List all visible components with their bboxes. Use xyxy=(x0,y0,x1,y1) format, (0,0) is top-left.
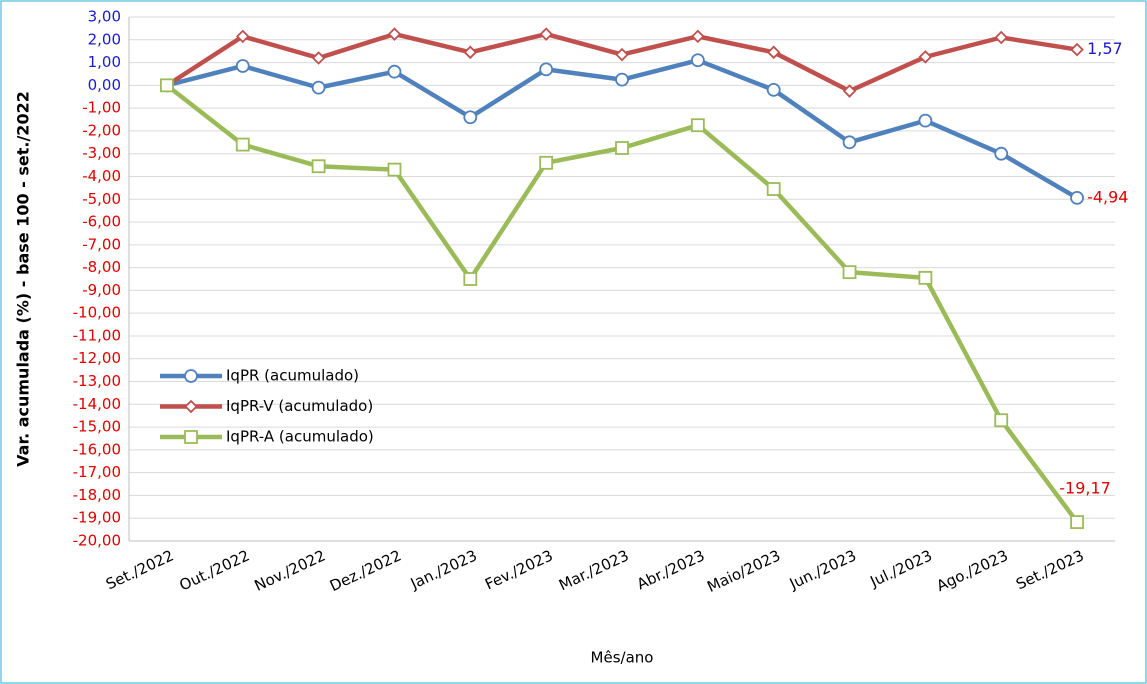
y-tick-label: -15,00 xyxy=(73,418,121,436)
y-tick-label: -6,00 xyxy=(82,213,121,231)
marker xyxy=(235,59,250,73)
y-tick-label: -1,00 xyxy=(82,99,121,117)
marker xyxy=(311,51,326,65)
y-tick-label: -10,00 xyxy=(73,304,121,322)
marker xyxy=(539,62,554,77)
marker xyxy=(311,80,326,95)
y-tick-label: -19,00 xyxy=(73,509,121,527)
y-tick-label: -16,00 xyxy=(73,440,121,458)
marker xyxy=(766,182,781,196)
marker xyxy=(766,83,781,97)
marker xyxy=(387,162,402,177)
y-tick-label: -7,00 xyxy=(82,235,121,253)
marker xyxy=(842,135,857,150)
y-tick-label: -17,00 xyxy=(73,463,121,481)
y-tick-label: 0,00 xyxy=(88,76,121,94)
y-tick-label: -11,00 xyxy=(73,326,121,344)
marker xyxy=(235,29,250,44)
marker xyxy=(615,72,629,87)
marker xyxy=(994,146,1009,161)
y-tick-label: -2,00 xyxy=(82,121,121,139)
y-tick-label: -14,00 xyxy=(73,395,121,413)
marker xyxy=(994,30,1009,45)
marker xyxy=(311,159,326,174)
marker xyxy=(184,430,198,444)
marker xyxy=(1070,515,1084,529)
y-tick-label: 1,00 xyxy=(88,53,121,71)
marker xyxy=(918,270,933,285)
y-tick-label: -18,00 xyxy=(73,486,121,504)
marker xyxy=(539,155,554,170)
marker xyxy=(918,50,933,64)
y-tick-label: -3,00 xyxy=(82,144,121,162)
legend-label: IqPR-A (acumulado) xyxy=(226,428,374,446)
marker xyxy=(160,78,174,93)
marker xyxy=(994,413,1009,428)
marker xyxy=(691,29,705,44)
y-tick-label: 3,00 xyxy=(88,8,121,26)
marker xyxy=(918,113,933,128)
legend-label: IqPR (acumulado) xyxy=(226,367,359,385)
marker xyxy=(387,64,402,79)
marker xyxy=(1070,190,1084,205)
marker xyxy=(463,45,478,60)
marker xyxy=(463,110,478,125)
data-label: 1,57 xyxy=(1087,39,1123,58)
marker xyxy=(184,399,198,414)
y-tick-label: 2,00 xyxy=(88,30,121,48)
marker xyxy=(766,45,781,60)
y-tick-label: -5,00 xyxy=(82,190,121,208)
marker xyxy=(387,27,402,41)
marker xyxy=(842,84,857,98)
data-label: -19,17 xyxy=(1059,479,1111,498)
y-axis-title: Var. acumulada (%) - base 100 - set./202… xyxy=(14,91,33,467)
y-tick-label: -9,00 xyxy=(82,281,121,299)
marker xyxy=(615,47,629,62)
marker xyxy=(235,137,250,152)
marker xyxy=(184,369,198,383)
y-tick-label: -4,00 xyxy=(82,167,121,185)
y-tick-label: -12,00 xyxy=(73,349,121,367)
y-tick-label: -8,00 xyxy=(82,258,121,276)
y-tick-label: -13,00 xyxy=(73,372,121,390)
data-label: -4,94 xyxy=(1087,187,1128,206)
marker xyxy=(690,118,705,133)
marker xyxy=(539,27,553,41)
marker xyxy=(463,272,478,286)
x-axis-title: Mês/ano xyxy=(591,649,654,667)
y-tick-label: -20,00 xyxy=(73,532,121,550)
marker xyxy=(690,53,705,68)
marker xyxy=(1070,42,1084,57)
marker xyxy=(615,141,629,155)
legend-label: IqPR-V (acumulado) xyxy=(226,397,373,415)
marker xyxy=(842,265,857,280)
